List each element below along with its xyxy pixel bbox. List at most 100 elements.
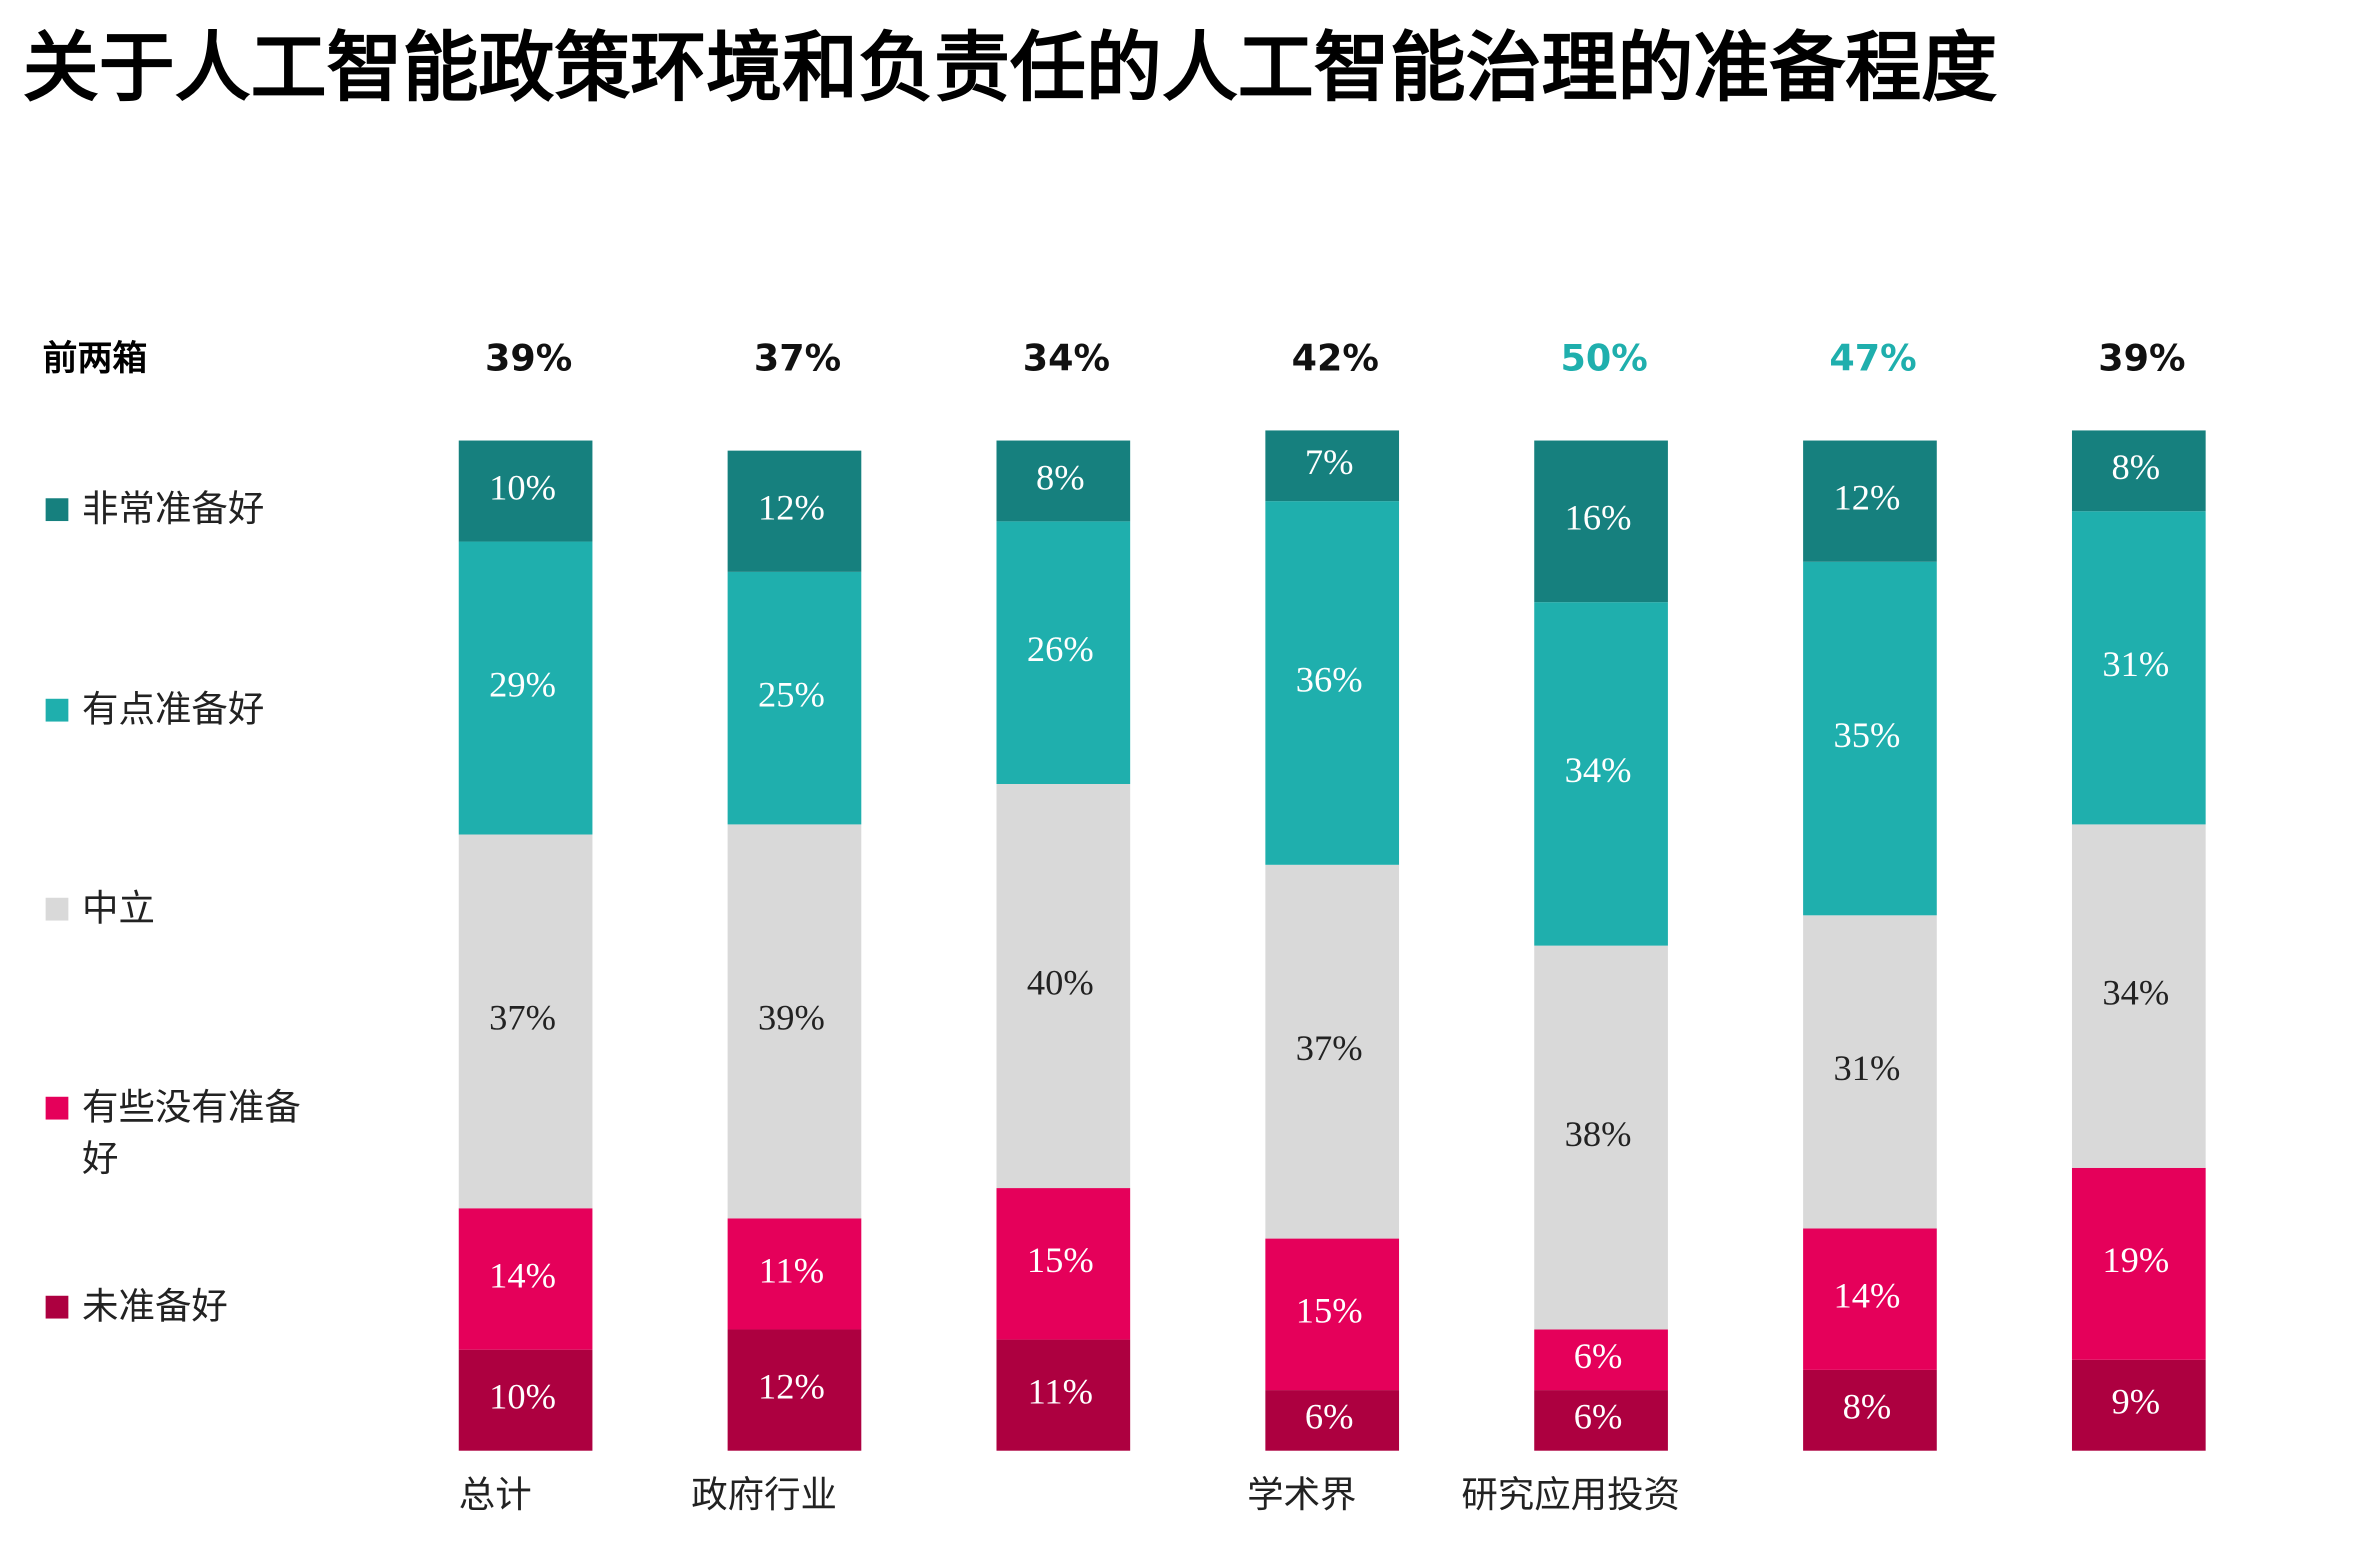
- top-box-value: 42%: [1292, 337, 1379, 380]
- data-label: 6%: [1574, 1336, 1623, 1376]
- bar-segment: [1803, 561, 1937, 916]
- data-label: 34%: [1565, 750, 1632, 790]
- top-box-value: 50%: [1561, 337, 1648, 380]
- data-label: 11%: [759, 1250, 824, 1290]
- legend-swatch: [45, 1295, 69, 1319]
- bar-segment: [1265, 501, 1400, 865]
- data-label: 15%: [1296, 1291, 1363, 1331]
- data-label: 36%: [1296, 659, 1363, 699]
- data-label: 26%: [1027, 629, 1094, 669]
- bar-segment: [996, 521, 1131, 784]
- data-label: 9%: [2111, 1382, 2160, 1422]
- chart-title: 关于人工智能政策环境和负责任的人工智能治理的准备程度: [23, 24, 1997, 112]
- legend-label: 有点准备好: [82, 688, 265, 731]
- data-label: 12%: [758, 1366, 825, 1406]
- legend-entry: 有些没有准备好: [45, 1082, 326, 1185]
- data-label: 31%: [1834, 1048, 1901, 1088]
- bar-segment: [458, 1349, 593, 1451]
- data-label: 19%: [2102, 1240, 2169, 1280]
- data-label: 37%: [1296, 1028, 1363, 1068]
- data-label: 10%: [489, 1377, 556, 1417]
- bar-segment: [1803, 915, 1937, 1229]
- bar-segment: [1534, 945, 1668, 1330]
- bar-segment: [2071, 824, 2206, 1168]
- data-label: 12%: [758, 488, 825, 528]
- legend-label: 有些没有准备好: [82, 1086, 301, 1181]
- data-label: 40%: [1027, 962, 1094, 1002]
- data-label: 6%: [1305, 1397, 1354, 1437]
- bar-segment: [1803, 1228, 1937, 1370]
- bar-segment: [1265, 864, 1400, 1239]
- bar-segment: [1803, 1369, 1937, 1451]
- data-label: 12%: [1834, 478, 1901, 518]
- data-label: 25%: [758, 674, 825, 714]
- legend-item: 非常准备好: [45, 483, 326, 535]
- x-tick-label: 研究应用投资: [1461, 1473, 1680, 1516]
- bar-segment: [727, 450, 862, 572]
- data-label: 8%: [1036, 457, 1085, 497]
- legend-entry: 中立: [45, 883, 326, 935]
- data-label: 29%: [489, 664, 556, 704]
- data-label: 11%: [1028, 1372, 1093, 1412]
- legend-entry: 有点准备好: [45, 684, 326, 736]
- bar-segment: [996, 783, 1131, 1189]
- legend-item: 中立: [45, 883, 326, 935]
- bar-segment: [996, 440, 1131, 522]
- data-label: 39%: [758, 998, 825, 1038]
- bar-segment: [1534, 602, 1668, 946]
- x-tick-label: 政府行业: [691, 1473, 837, 1516]
- data-label: 8%: [2111, 447, 2160, 487]
- legend-entry: 未准备好: [45, 1281, 326, 1333]
- data-label: 15%: [1027, 1240, 1094, 1280]
- bar-segment: [458, 440, 593, 542]
- data-label: 6%: [1574, 1397, 1623, 1437]
- bar-segment: [2071, 1359, 2206, 1451]
- legend-item: 有点准备好: [45, 684, 326, 736]
- bar-segment: [1534, 1329, 1668, 1391]
- bar-segment: [1265, 1238, 1400, 1391]
- data-label: 35%: [1834, 715, 1901, 755]
- legend-label: 中立: [82, 887, 155, 930]
- bar-segment: [996, 1188, 1131, 1340]
- legend-swatch: [45, 897, 69, 921]
- top-box-value: 47%: [1829, 337, 1916, 380]
- bar-segment: [727, 1218, 862, 1330]
- bar-segment: [727, 571, 862, 825]
- data-label: 37%: [489, 998, 556, 1038]
- data-label: 14%: [489, 1255, 556, 1295]
- bar-segment: [1803, 440, 1937, 562]
- legend-item: 有些没有准备好: [45, 1082, 326, 1185]
- top-box-value: 34%: [1023, 337, 1110, 380]
- bar-segment: [1265, 430, 1400, 502]
- data-label: 38%: [1565, 1114, 1632, 1154]
- top-box-value: 37%: [754, 337, 841, 380]
- bar-segment: [2071, 1167, 2206, 1360]
- bar-segment: [1265, 1390, 1400, 1451]
- legend-label: 非常准备好: [82, 487, 265, 531]
- x-tick-label: 学术界: [1247, 1473, 1356, 1516]
- bar-segment: [727, 1329, 862, 1451]
- top-box-label: 前两箱: [43, 339, 148, 379]
- legend-entry: 非常准备好: [45, 483, 326, 535]
- data-label: 14%: [1834, 1276, 1901, 1316]
- data-label: 8%: [1843, 1387, 1892, 1427]
- data-label: 16%: [1565, 498, 1632, 538]
- bar-segment: [1534, 440, 1668, 603]
- legend-item: 未准备好: [45, 1281, 326, 1333]
- data-label: 10%: [489, 467, 556, 507]
- legend-swatch: [45, 498, 69, 522]
- x-tick-label: 总计: [459, 1473, 532, 1516]
- data-label: 34%: [2102, 972, 2169, 1012]
- bar-segment: [727, 824, 862, 1219]
- bar-segment: [458, 541, 593, 835]
- bar-segment: [2071, 430, 2206, 512]
- bar-segment: [2071, 511, 2206, 825]
- data-label: 7%: [1305, 442, 1354, 482]
- bar-segment: [996, 1339, 1131, 1451]
- top-box-value: 39%: [485, 337, 572, 380]
- bar-segment: [458, 1208, 593, 1350]
- data-label: 31%: [2102, 644, 2169, 684]
- bar-segment: [1534, 1390, 1668, 1451]
